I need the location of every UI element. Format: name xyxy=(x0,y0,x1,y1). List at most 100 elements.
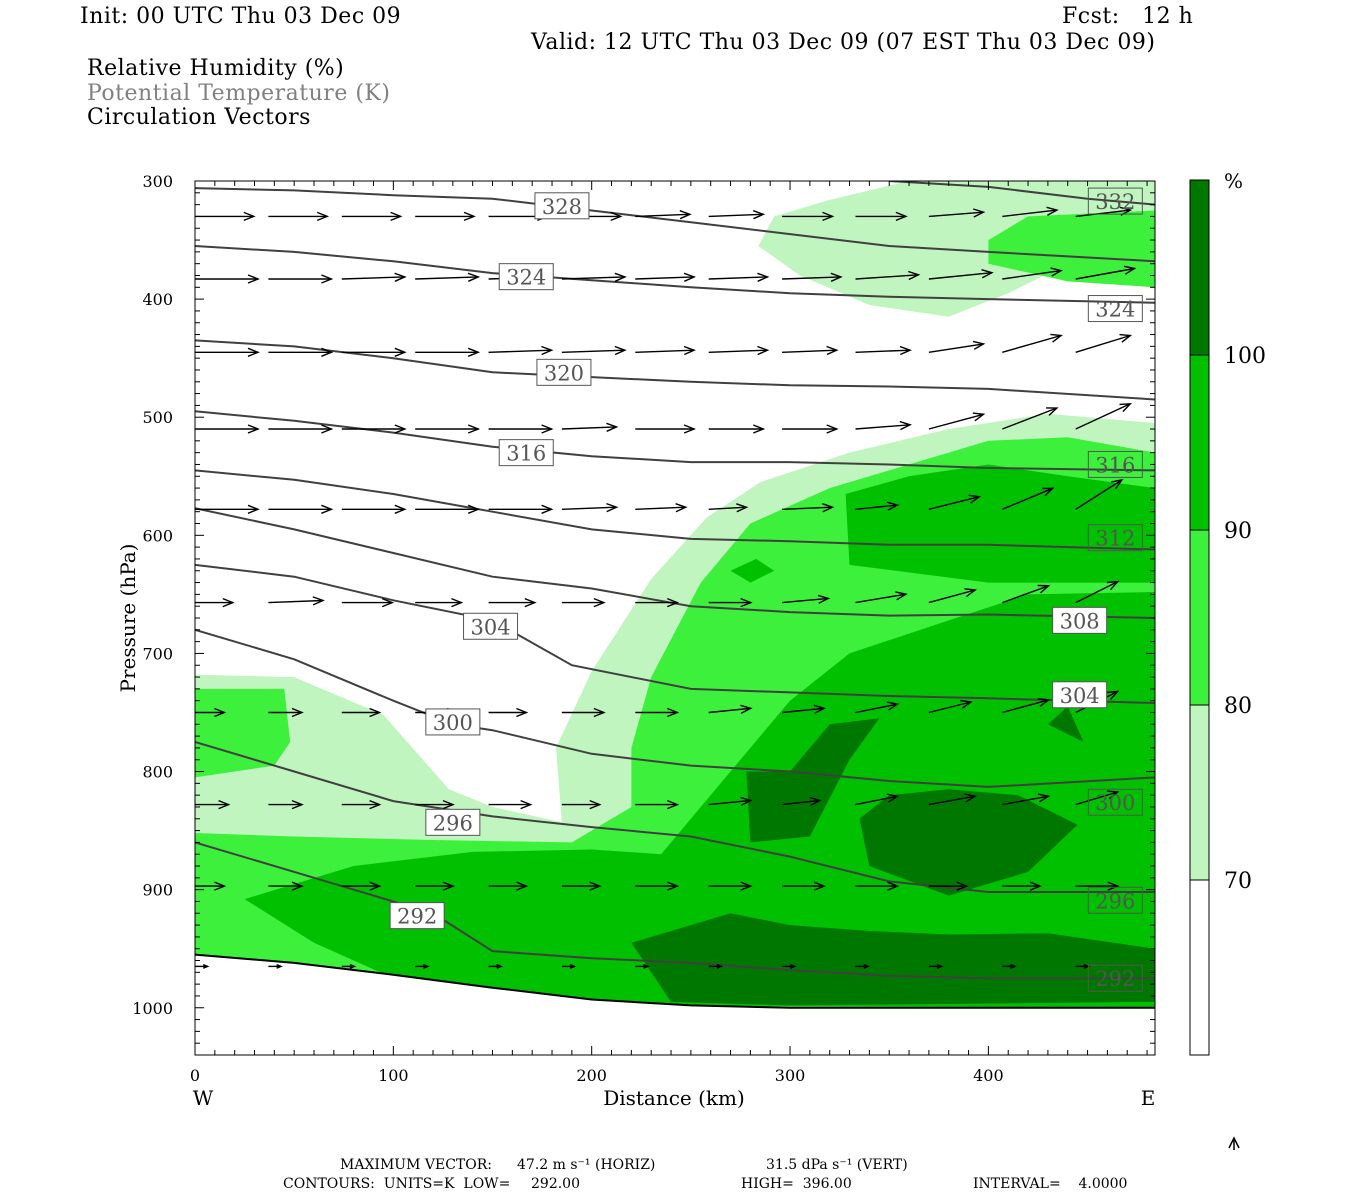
vector-shaft xyxy=(1075,479,1123,510)
circulation-vector xyxy=(635,964,650,969)
contour-label-300: 300 xyxy=(1087,788,1143,816)
contour-label-text: 292 xyxy=(397,905,437,929)
circulation-vector xyxy=(488,881,529,891)
circulation-vector xyxy=(561,597,606,608)
vector-head xyxy=(679,210,692,220)
circulation-vector xyxy=(708,345,770,356)
vector-head xyxy=(895,591,908,601)
circulation-vector xyxy=(928,881,969,891)
vector-head xyxy=(321,347,334,357)
contour-label-292: 292 xyxy=(1087,964,1143,992)
vector-head xyxy=(247,504,260,514)
vector-shaft xyxy=(415,276,479,280)
vector-head xyxy=(757,345,770,356)
vector-shaft xyxy=(1002,209,1057,218)
circulation-vector xyxy=(1075,478,1124,510)
circulation-vector xyxy=(561,422,619,432)
theta-contour-324 xyxy=(195,245,1155,304)
vector-shaft xyxy=(855,349,911,353)
vector-head xyxy=(826,424,839,434)
contour-label-text: 304 xyxy=(1060,684,1100,708)
circulation-vector xyxy=(415,347,481,357)
contours-label: CONTOURS: UNITS=K LOW= xyxy=(283,1176,511,1192)
circulation-vector xyxy=(708,964,724,969)
vector-shaft xyxy=(928,496,980,510)
circulation-vector xyxy=(635,272,696,282)
circulation-vector xyxy=(1002,407,1059,430)
vector-shaft xyxy=(1002,407,1058,430)
vector-head xyxy=(606,422,619,432)
vector-shaft xyxy=(1002,334,1062,353)
vector-shaft xyxy=(928,211,984,218)
circulation-vector xyxy=(341,424,407,434)
circulation-vector xyxy=(708,210,766,220)
circulation-vector xyxy=(268,881,304,891)
vector-head xyxy=(822,503,835,513)
circulation-vector xyxy=(928,964,944,969)
vector-head xyxy=(826,345,839,356)
circulation-vector xyxy=(1002,267,1063,280)
vector-head xyxy=(683,424,696,434)
contour-label-box xyxy=(1087,187,1143,215)
vector-head xyxy=(830,272,843,282)
vector-shaft xyxy=(708,707,751,714)
vector-head xyxy=(214,881,227,891)
circulation-vector xyxy=(708,424,766,434)
circulation-vector xyxy=(708,597,753,608)
vector-head xyxy=(908,270,921,281)
vector-head xyxy=(569,964,577,969)
theta-contour-292 xyxy=(195,841,1155,980)
y-tick-label: 400 xyxy=(142,290,173,309)
contour-label-296: 296 xyxy=(425,808,481,836)
circulation-vector xyxy=(341,881,382,891)
circulation-vector xyxy=(855,881,900,891)
vector-head xyxy=(349,964,357,969)
vector-shaft xyxy=(928,272,992,280)
circulation-vector xyxy=(341,707,382,718)
circulation-vector xyxy=(635,503,688,513)
contour-label-316: 316 xyxy=(1087,450,1143,478)
circulation-vector xyxy=(855,964,870,969)
contour-label-300: 300 xyxy=(425,708,481,736)
vector-shaft xyxy=(488,349,552,353)
vector-shaft xyxy=(561,276,625,280)
circulation-vector xyxy=(1002,206,1059,218)
contour-label-text: 296 xyxy=(433,811,473,835)
circulation-vector xyxy=(855,591,908,604)
vector-head xyxy=(964,588,977,598)
circulation-vector xyxy=(488,707,529,718)
contour-label-box xyxy=(389,902,445,930)
vector-head xyxy=(899,420,912,431)
contour-interval: INTERVAL= 4.0000 xyxy=(973,1176,1128,1192)
circulation-vector xyxy=(1075,403,1133,430)
contour-label-292: 292 xyxy=(389,902,445,930)
circulation-vector xyxy=(268,964,283,969)
cross-section-chart: 3283243203163043002962923323243163123083… xyxy=(116,169,1266,1150)
vector-shaft xyxy=(782,506,833,510)
circulation-vector xyxy=(782,964,797,969)
vector-head xyxy=(394,504,407,514)
contour-label-layer: 328 324 320 316 304 300 296 292 332 324 316 312 308 3… xyxy=(389,187,1143,992)
contour-label-box xyxy=(1087,964,1143,992)
vector-head xyxy=(381,597,395,608)
vector-shaft xyxy=(561,426,617,430)
vector-head xyxy=(516,881,529,891)
vector-head xyxy=(610,211,623,222)
circulation-vector xyxy=(268,211,330,222)
vector-head xyxy=(247,347,260,357)
circulation-vector xyxy=(268,799,304,810)
vector-head xyxy=(222,597,235,608)
circulation-vector xyxy=(488,424,554,434)
contour-label-box xyxy=(425,708,481,736)
vector-head xyxy=(1106,690,1120,700)
circulation-vector xyxy=(855,793,900,806)
rh-region-80-1 xyxy=(758,181,1155,317)
vector-head xyxy=(606,502,619,513)
valid-time: Valid: 12 UTC Thu 03 Dec 09 (07 EST Thu … xyxy=(531,30,1156,55)
circulation-vector xyxy=(855,501,900,511)
vector-head xyxy=(541,504,554,514)
vector-head xyxy=(964,793,977,803)
vector-head xyxy=(243,211,256,222)
circulation-vector xyxy=(855,270,921,281)
vector-head xyxy=(423,964,430,969)
